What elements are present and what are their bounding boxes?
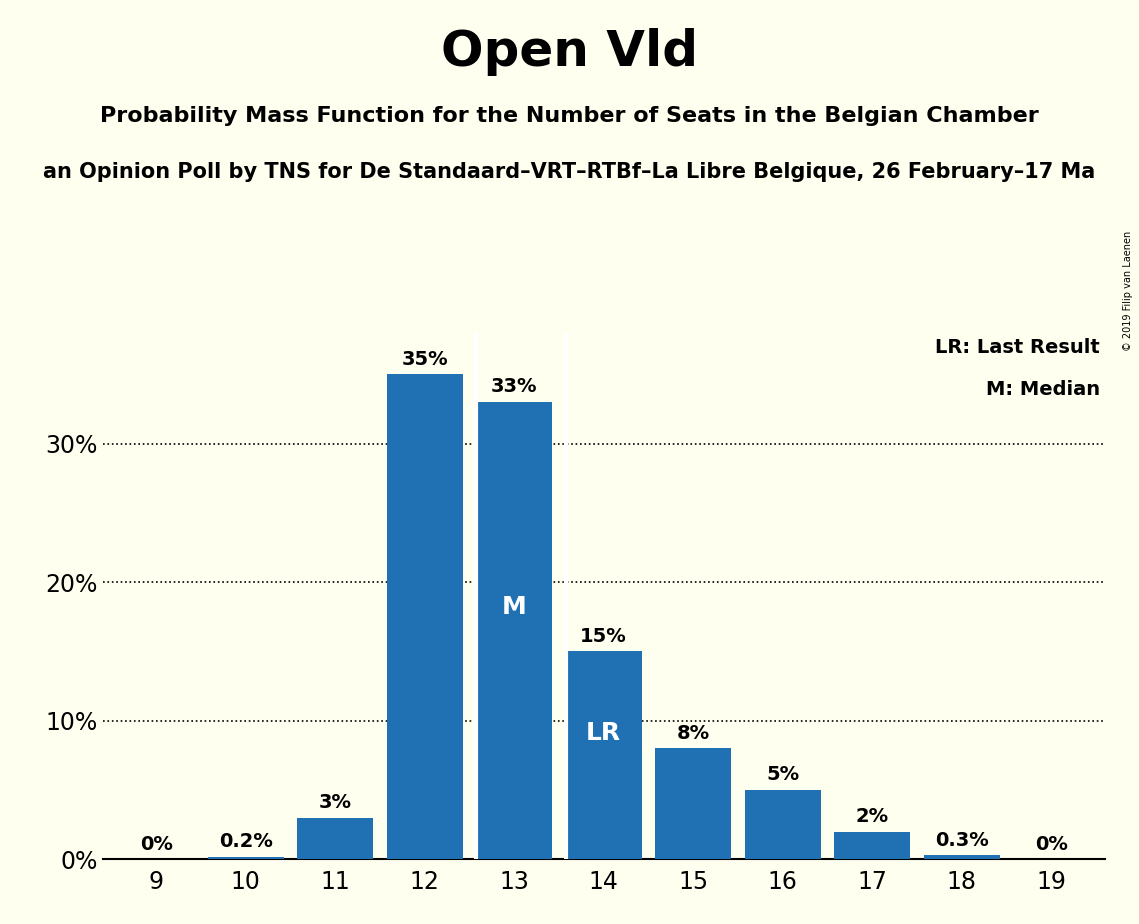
- Bar: [655, 748, 731, 859]
- Text: an Opinion Poll by TNS for De Standaard–VRT–RTBf–La Libre Belgique, 26 February–: an Opinion Poll by TNS for De Standaard–…: [43, 162, 1096, 182]
- Text: Probability Mass Function for the Number of Seats in the Belgian Chamber: Probability Mass Function for the Number…: [100, 106, 1039, 127]
- Text: 8%: 8%: [677, 723, 710, 743]
- Bar: [566, 651, 641, 859]
- Bar: [834, 832, 910, 859]
- Bar: [386, 374, 462, 859]
- Text: 2%: 2%: [855, 807, 888, 826]
- Text: M: Median: M: Median: [985, 380, 1100, 399]
- Text: 33%: 33%: [491, 377, 538, 396]
- Text: 5%: 5%: [767, 765, 800, 784]
- Bar: [297, 818, 374, 859]
- Text: 0.3%: 0.3%: [935, 831, 989, 850]
- Text: 35%: 35%: [401, 349, 448, 369]
- Text: 0%: 0%: [140, 834, 173, 854]
- Text: 0.2%: 0.2%: [219, 832, 272, 851]
- Text: Open Vld: Open Vld: [441, 28, 698, 76]
- Text: 0%: 0%: [1034, 834, 1067, 854]
- Text: 15%: 15%: [580, 626, 628, 646]
- Bar: [745, 790, 821, 859]
- Bar: [476, 402, 552, 859]
- Bar: [924, 856, 1000, 859]
- Text: M: M: [502, 594, 526, 618]
- Text: 3%: 3%: [319, 793, 352, 812]
- Bar: [207, 857, 284, 859]
- Text: LR: LR: [587, 721, 621, 745]
- Text: LR: Last Result: LR: Last Result: [935, 338, 1100, 357]
- Text: © 2019 Filip van Laenen: © 2019 Filip van Laenen: [1123, 231, 1133, 351]
